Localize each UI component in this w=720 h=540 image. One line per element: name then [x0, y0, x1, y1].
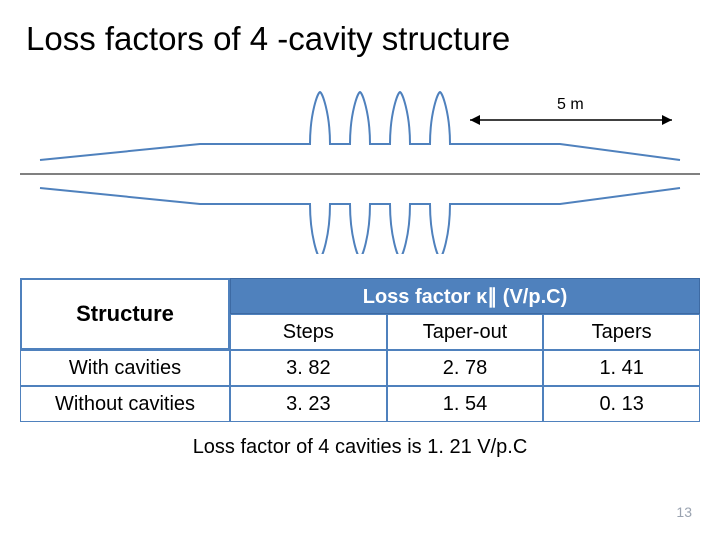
cavity-diagram: 5 m — [20, 74, 700, 254]
dimension-label: 5 m — [557, 96, 584, 114]
table-cell: 1. 54 — [387, 386, 544, 422]
header-loss-factor: Loss factor κ∥ (V/p.C) — [230, 278, 700, 314]
table-cell: 2. 78 — [387, 350, 544, 386]
table-cell: 3. 23 — [230, 386, 387, 422]
slide-title: Loss factors of 4 -cavity structure — [26, 20, 700, 58]
column-header-steps: Steps — [230, 314, 387, 350]
table-header: Structure Loss factor κ∥ (V/p.C) StepsTa… — [20, 278, 700, 350]
column-header-taper-out: Taper-out — [387, 314, 544, 350]
table-row: Without cavities3. 231. 540. 13 — [20, 386, 700, 422]
row-label: With cavities — [20, 350, 230, 386]
column-header-tapers: Tapers — [543, 314, 700, 350]
page-number: 13 — [676, 504, 692, 520]
cavity-svg — [20, 74, 700, 254]
table-cell: 0. 13 — [543, 386, 700, 422]
table-cell: 1. 41 — [543, 350, 700, 386]
loss-factor-table: Structure Loss factor κ∥ (V/p.C) StepsTa… — [20, 278, 700, 422]
row-label: Without cavities — [20, 386, 230, 422]
caption-text: Loss factor of 4 cavities is 1. 21 V/p.C — [20, 436, 700, 459]
table-row: With cavities3. 822. 781. 41 — [20, 350, 700, 386]
table-cell: 3. 82 — [230, 350, 387, 386]
header-structure: Structure — [20, 278, 230, 350]
